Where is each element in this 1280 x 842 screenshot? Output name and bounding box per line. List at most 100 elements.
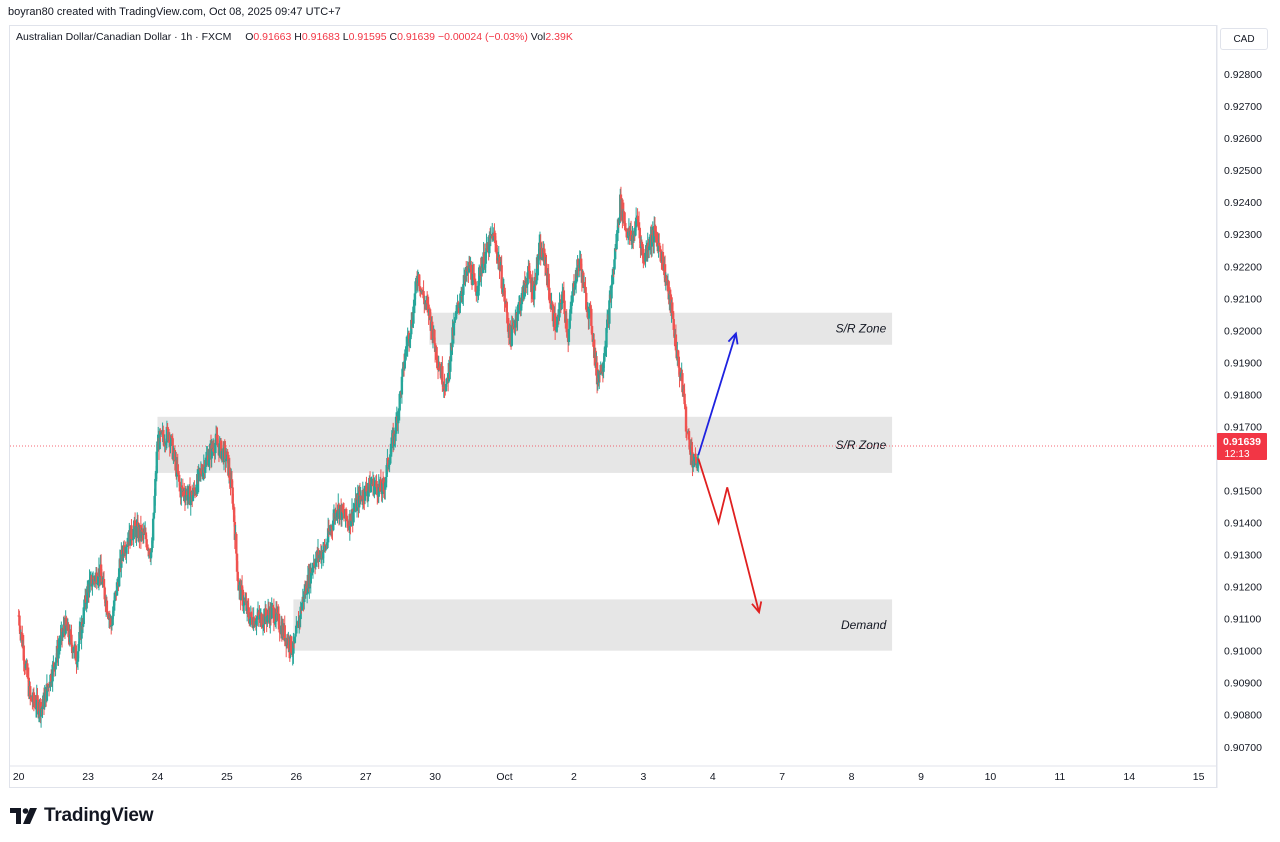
candle-body [146, 547, 150, 551]
candle-body [261, 626, 264, 628]
candle-body [235, 533, 238, 554]
candle-body [590, 308, 593, 326]
candle-body [322, 544, 325, 553]
candle-body [69, 631, 72, 635]
candle-body [145, 539, 148, 548]
candle-body [559, 300, 563, 304]
candle-body [35, 695, 38, 708]
candle-body [345, 509, 348, 519]
candle-body [551, 303, 554, 305]
candle-body [547, 273, 550, 288]
candle-body [338, 508, 341, 519]
candle-body [535, 257, 539, 281]
candle-body [644, 252, 647, 262]
candle-body [169, 442, 172, 446]
candle-body [445, 378, 448, 385]
candle-body [120, 549, 124, 555]
candle-body [410, 319, 414, 327]
price-tick-label: 0.91900 [1224, 357, 1262, 369]
candle-body [414, 281, 417, 294]
candle-body [43, 694, 46, 708]
candle-body [330, 526, 333, 529]
candle-body [352, 511, 355, 522]
candle-body [70, 644, 74, 654]
candle-body [176, 464, 179, 473]
tradingview-brand[interactable]: TradingView [10, 805, 154, 827]
candle-body [130, 525, 133, 540]
candle-body [603, 356, 606, 362]
candle-body [535, 280, 538, 285]
candle-body [488, 235, 491, 254]
currency-selector[interactable]: CAD [1220, 28, 1268, 50]
candle-body [662, 269, 665, 271]
zone-rect[interactable] [293, 599, 893, 651]
candle-body [428, 309, 432, 318]
candle-body [677, 356, 680, 368]
candle-body [398, 393, 401, 411]
candle-body [472, 272, 475, 274]
candle-body [420, 289, 424, 292]
time-tick-label: 25 [221, 771, 233, 783]
candle-body [36, 695, 39, 700]
candle-body [117, 568, 121, 587]
volume-label: Vol [530, 31, 546, 43]
time-tick-label: 10 [985, 771, 997, 783]
candle-body [208, 449, 211, 460]
candle-body [621, 199, 624, 221]
candle-body [611, 283, 614, 285]
candle-body [74, 645, 77, 661]
candle-body [553, 313, 557, 331]
candle-body [449, 343, 453, 362]
candle-body [177, 472, 180, 475]
candle-body [275, 608, 278, 615]
candle-body [125, 547, 128, 553]
candle-body [496, 257, 500, 261]
candle-body [690, 445, 694, 453]
candle-body [438, 366, 441, 370]
candle-body [89, 576, 92, 580]
candle-body [200, 469, 203, 474]
candle-body [495, 245, 498, 254]
candle-body [483, 263, 487, 268]
price-tick-label: 0.92800 [1224, 69, 1262, 81]
candle-body [493, 232, 496, 237]
bearish-projection-arrow[interactable] [697, 458, 760, 613]
candle-body [317, 550, 320, 558]
candle-body [418, 274, 421, 287]
candle-body [170, 436, 174, 439]
candle-body [404, 349, 407, 361]
candle-body [326, 528, 330, 543]
candle-body [447, 363, 451, 382]
bullish-projection-arrow[interactable] [697, 333, 737, 456]
candle-body [324, 545, 328, 550]
candle-body [504, 301, 507, 303]
candle-body [295, 625, 298, 634]
candle-body [605, 327, 608, 348]
symbol-title[interactable]: Australian Dollar/Canadian Dollar · 1h ·… [16, 31, 232, 43]
candle-body [158, 431, 161, 450]
candle-body [562, 290, 566, 301]
candle-body [471, 272, 474, 286]
candle-body [461, 294, 464, 297]
zone-rect[interactable] [157, 416, 893, 473]
candle-body [101, 581, 104, 585]
candle-body [563, 300, 566, 315]
zone-rect[interactable] [429, 312, 893, 345]
candle-body [189, 496, 192, 506]
brand-name: TradingView [44, 805, 154, 826]
candle-body [684, 406, 688, 432]
candle-body [29, 686, 32, 697]
time-tick-label: Oct [496, 771, 512, 783]
candle-body [236, 571, 239, 581]
price-tick-label: 0.92200 [1224, 261, 1262, 273]
candle-body [82, 607, 85, 624]
candle-body [665, 277, 668, 282]
candle-body [616, 219, 620, 233]
candle-body [219, 440, 223, 459]
candle-body [233, 521, 237, 540]
candle-body [626, 231, 630, 238]
time-tick-label: 23 [82, 771, 94, 783]
candle-body [341, 505, 344, 512]
candle-body [387, 464, 391, 468]
